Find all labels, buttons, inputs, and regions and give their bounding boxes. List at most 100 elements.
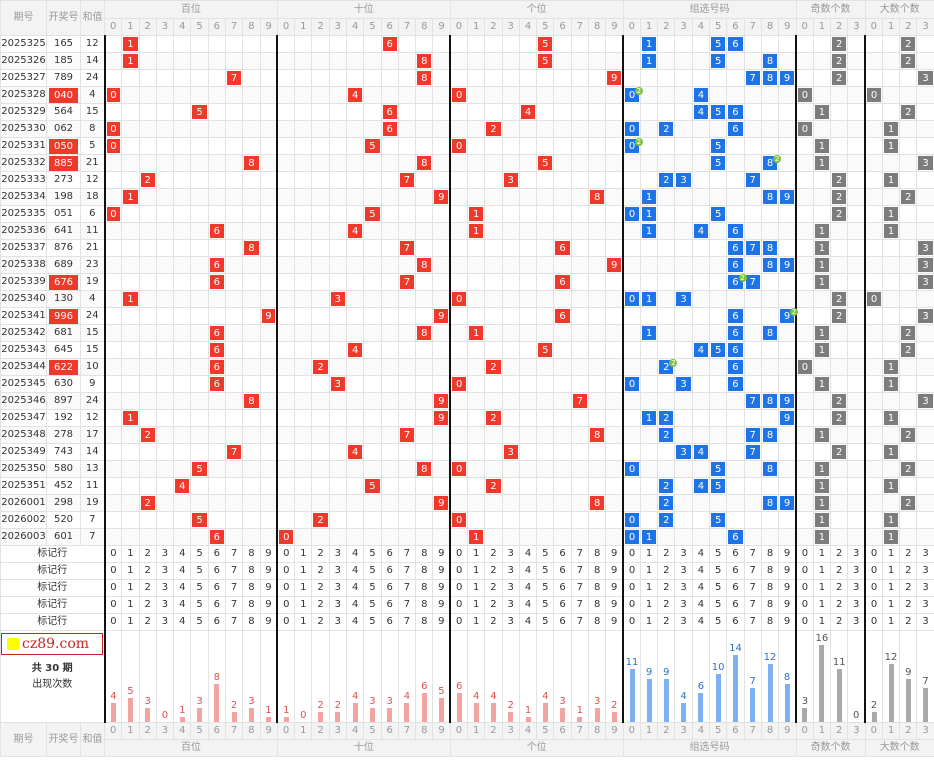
mark-digit[interactable]: 3: [916, 613, 934, 631]
mark-digit[interactable]: 0: [864, 613, 883, 631]
mark-digit[interactable]: 7: [397, 545, 417, 563]
mark-digit[interactable]: 3: [674, 545, 693, 563]
mark-digit[interactable]: 3: [155, 579, 175, 597]
mark-digit[interactable]: 3: [155, 562, 175, 580]
mark-digit[interactable]: 6: [207, 579, 226, 597]
mark-digit[interactable]: 5: [709, 596, 728, 614]
mark-digit[interactable]: 1: [881, 596, 901, 614]
mark-digit[interactable]: 6: [726, 596, 745, 614]
mark-digit[interactable]: 6: [553, 545, 572, 563]
mark-digit[interactable]: 2: [899, 562, 918, 580]
mark-digit[interactable]: 2: [830, 613, 849, 631]
mark-digit[interactable]: 9: [432, 596, 451, 614]
mark-digit[interactable]: 0: [794, 545, 814, 563]
mark-digit[interactable]: 7: [743, 579, 762, 597]
mark-digit[interactable]: 6: [380, 579, 399, 597]
mark-digit[interactable]: 8: [242, 596, 261, 614]
mark-digit[interactable]: 5: [536, 562, 555, 580]
mark-digit[interactable]: 9: [778, 596, 797, 614]
mark-digit[interactable]: 3: [155, 545, 175, 563]
mark-digit[interactable]: 5: [709, 562, 728, 580]
mark-digit[interactable]: 1: [812, 579, 832, 597]
mark-digit[interactable]: 2: [311, 579, 330, 597]
mark-digit[interactable]: 6: [380, 545, 399, 563]
mark-digit[interactable]: 7: [570, 596, 590, 614]
mark-digit[interactable]: 7: [397, 562, 417, 580]
mark-digit[interactable]: 9: [778, 613, 797, 631]
mark-digit[interactable]: 1: [294, 545, 313, 563]
mark-digit[interactable]: 2: [138, 579, 157, 597]
mark-digit[interactable]: 7: [570, 579, 590, 597]
mark-digit[interactable]: 9: [259, 579, 278, 597]
mark-digit[interactable]: 2: [311, 596, 330, 614]
mark-digit[interactable]: 1: [639, 613, 659, 631]
mark-digit[interactable]: 3: [328, 545, 348, 563]
mark-digit[interactable]: 6: [380, 613, 399, 631]
mark-digit[interactable]: 6: [553, 613, 572, 631]
mark-digit[interactable]: 2: [830, 596, 849, 614]
mark-digit[interactable]: 3: [916, 545, 934, 563]
mark-digit[interactable]: 4: [173, 613, 192, 631]
mark-digit[interactable]: 0: [864, 545, 883, 563]
mark-digit[interactable]: 0: [449, 545, 469, 563]
mark-digit[interactable]: 1: [121, 596, 140, 614]
mark-digit[interactable]: 2: [138, 545, 157, 563]
mark-digit[interactable]: 8: [242, 545, 261, 563]
mark-digit[interactable]: 5: [536, 545, 555, 563]
mark-digit[interactable]: 3: [155, 596, 175, 614]
mark-digit[interactable]: 1: [121, 613, 140, 631]
mark-digit[interactable]: 1: [639, 545, 659, 563]
mark-digit[interactable]: 0: [864, 596, 883, 614]
mark-digit[interactable]: 2: [311, 613, 330, 631]
mark-digit[interactable]: 7: [397, 596, 417, 614]
mark-digit[interactable]: 4: [173, 562, 192, 580]
mark-digit[interactable]: 0: [794, 562, 814, 580]
mark-digit[interactable]: 9: [605, 613, 624, 631]
mark-digit[interactable]: 1: [121, 562, 140, 580]
mark-digit[interactable]: 2: [657, 545, 676, 563]
mark-digit[interactable]: 7: [570, 562, 590, 580]
mark-digit[interactable]: 6: [553, 562, 572, 580]
mark-digit[interactable]: 0: [794, 613, 814, 631]
mark-digit[interactable]: 0: [622, 545, 641, 563]
mark-digit[interactable]: 6: [380, 596, 399, 614]
mark-digit[interactable]: 8: [587, 613, 607, 631]
mark-digit[interactable]: 0: [622, 579, 641, 597]
mark-digit[interactable]: 0: [103, 579, 123, 597]
mark-digit[interactable]: 8: [415, 545, 434, 563]
mark-digit[interactable]: 3: [501, 579, 520, 597]
mark-digit[interactable]: 0: [864, 562, 883, 580]
mark-digit[interactable]: 6: [553, 579, 572, 597]
mark-digit[interactable]: 4: [173, 545, 192, 563]
mark-digit[interactable]: 7: [224, 545, 244, 563]
mark-digit[interactable]: 0: [794, 596, 814, 614]
mark-digit[interactable]: 1: [881, 579, 901, 597]
mark-digit[interactable]: 6: [207, 613, 226, 631]
mark-digit[interactable]: 7: [224, 579, 244, 597]
mark-digit[interactable]: 4: [345, 596, 365, 614]
mark-digit[interactable]: 8: [415, 596, 434, 614]
mark-digit[interactable]: 4: [691, 545, 711, 563]
mark-digit[interactable]: 0: [276, 596, 296, 614]
mark-digit[interactable]: 3: [501, 596, 520, 614]
mark-digit[interactable]: 0: [103, 562, 123, 580]
mark-digit[interactable]: 4: [173, 596, 192, 614]
mark-digit[interactable]: 4: [173, 579, 192, 597]
mark-digit[interactable]: 4: [518, 613, 538, 631]
mark-digit[interactable]: 6: [726, 562, 745, 580]
mark-digit[interactable]: 7: [570, 613, 590, 631]
mark-digit[interactable]: 0: [622, 562, 641, 580]
mark-digit[interactable]: 4: [691, 579, 711, 597]
mark-digit[interactable]: 1: [294, 596, 313, 614]
mark-digit[interactable]: 0: [449, 596, 469, 614]
mark-digit[interactable]: 1: [294, 562, 313, 580]
mark-digit[interactable]: 9: [605, 562, 624, 580]
mark-digit[interactable]: 0: [103, 596, 123, 614]
mark-digit[interactable]: 5: [536, 579, 555, 597]
mark-digit[interactable]: 9: [432, 579, 451, 597]
mark-digit[interactable]: 7: [743, 596, 762, 614]
mark-digit[interactable]: 4: [691, 562, 711, 580]
mark-digit[interactable]: 7: [397, 613, 417, 631]
mark-digit[interactable]: 2: [484, 613, 503, 631]
mark-digit[interactable]: 8: [415, 562, 434, 580]
